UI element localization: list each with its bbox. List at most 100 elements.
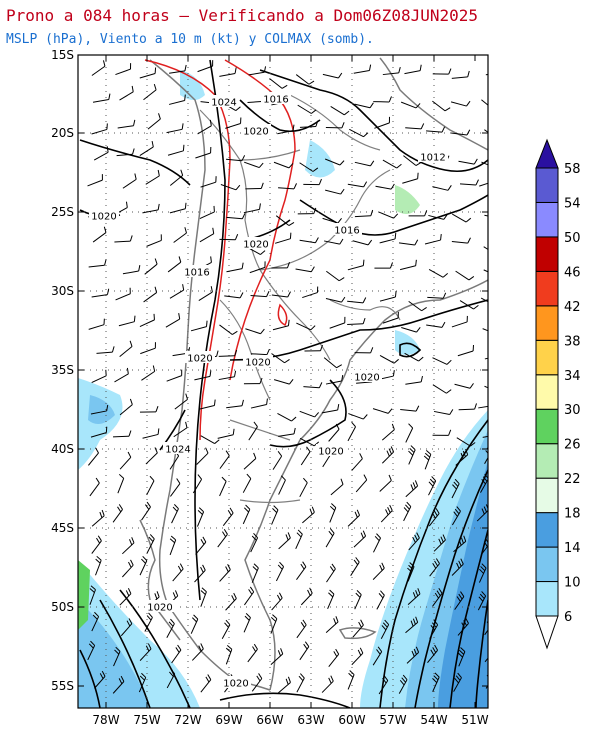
wind-barb (400, 405, 420, 412)
wind-barb (484, 129, 488, 133)
colorbar-segment (535, 374, 559, 410)
wind-barb (166, 668, 176, 689)
lon-label: 60W (338, 713, 365, 727)
wind-barb (277, 413, 297, 422)
wind-barb (139, 313, 155, 328)
wind-barb (173, 421, 188, 438)
wind-barb (248, 421, 258, 441)
wind-barb (426, 321, 446, 328)
colorbar-segment (535, 236, 559, 272)
isobar-label: 1012 (420, 153, 445, 164)
wind-barb (146, 534, 155, 554)
colorbar-segment (535, 443, 559, 479)
wind-barb (192, 474, 203, 494)
wind-barb (325, 374, 344, 385)
colorbar-segment (535, 477, 559, 514)
wind-barb (218, 370, 237, 381)
wind-barb (477, 591, 487, 611)
wind-barb (139, 140, 154, 156)
wind-barb (270, 614, 278, 634)
isobar-label-bg (221, 676, 251, 688)
wind-barb (429, 619, 439, 639)
wind-barb (302, 286, 319, 299)
wind-barb (250, 290, 270, 298)
wind-barb (304, 344, 323, 352)
wind-barb (352, 619, 364, 638)
wind-barb (347, 181, 368, 188)
wind-barb (146, 475, 155, 496)
wind-barb (428, 269, 449, 278)
wind-barb (398, 674, 408, 694)
wind-barb (405, 616, 419, 634)
wind-barb (169, 535, 177, 556)
wind-barb (297, 207, 317, 215)
wind-barb (352, 239, 373, 246)
isobar-label-bg (261, 92, 291, 104)
wind-barb (197, 60, 214, 73)
wind-barb (423, 450, 432, 470)
wind-barb (432, 357, 452, 365)
wind-barb (140, 342, 156, 355)
graticule (78, 55, 488, 708)
wind-barb (198, 286, 213, 301)
wind-barb (278, 475, 286, 495)
wind-barb (398, 239, 419, 246)
wind-barb (427, 644, 439, 663)
wind-barb (251, 673, 263, 692)
wind-barb (349, 128, 369, 138)
colorbar-label: 46 (564, 265, 581, 280)
wind-barb (296, 619, 307, 639)
colorbar-label: 26 (564, 438, 581, 453)
wind-barb (432, 588, 443, 607)
wind-barb (245, 182, 264, 190)
colorbar-label: 38 (564, 334, 581, 349)
wind-barb (249, 261, 266, 274)
wind-barb (199, 227, 215, 243)
wind-barb (330, 105, 350, 116)
wind-barb (325, 188, 345, 195)
wind-barb (373, 96, 392, 103)
wind-barb (143, 83, 157, 101)
wind-barb (325, 528, 335, 548)
wind-barb (321, 403, 340, 414)
wind-barb (484, 649, 488, 663)
wind-barb (326, 563, 336, 583)
wind-barb (117, 473, 125, 494)
wind-barb (347, 317, 366, 325)
wind-barb (139, 67, 157, 79)
wind-barb (426, 126, 446, 133)
wind-barb (429, 558, 440, 577)
colorbar-label: 30 (564, 403, 581, 418)
wind-barb (87, 640, 96, 661)
wind-barb (90, 404, 109, 415)
isobar-label: 1020 (223, 679, 248, 690)
wind-barb (401, 327, 421, 333)
wind-barb (373, 533, 381, 553)
wind-barb (322, 72, 343, 79)
colorbar-segment (535, 546, 559, 583)
wind-barb (200, 435, 220, 444)
wind-barb (329, 316, 346, 329)
lon-label: 69W (215, 713, 242, 727)
wind-barb (115, 287, 131, 301)
wind-barb (139, 406, 159, 413)
wind-barb (325, 616, 339, 633)
wind-barb (400, 259, 417, 271)
wind-barb (408, 300, 427, 312)
wind-barb (197, 119, 212, 135)
wind-barb (403, 501, 412, 522)
wind-barb (244, 586, 255, 606)
colorbar-label: 54 (564, 196, 581, 211)
wind-barb (144, 612, 153, 632)
wind-barb (219, 67, 237, 77)
wind-barb (433, 409, 454, 415)
wind-barb (272, 451, 283, 470)
wind-barb (372, 562, 385, 581)
lat-label: 45S (51, 521, 74, 535)
wind-barb (382, 66, 401, 76)
wind-barb (275, 561, 285, 582)
wind-barb (195, 146, 212, 159)
wind-barb (381, 446, 395, 464)
wind-barb (173, 227, 187, 243)
wind-barb (91, 123, 108, 135)
